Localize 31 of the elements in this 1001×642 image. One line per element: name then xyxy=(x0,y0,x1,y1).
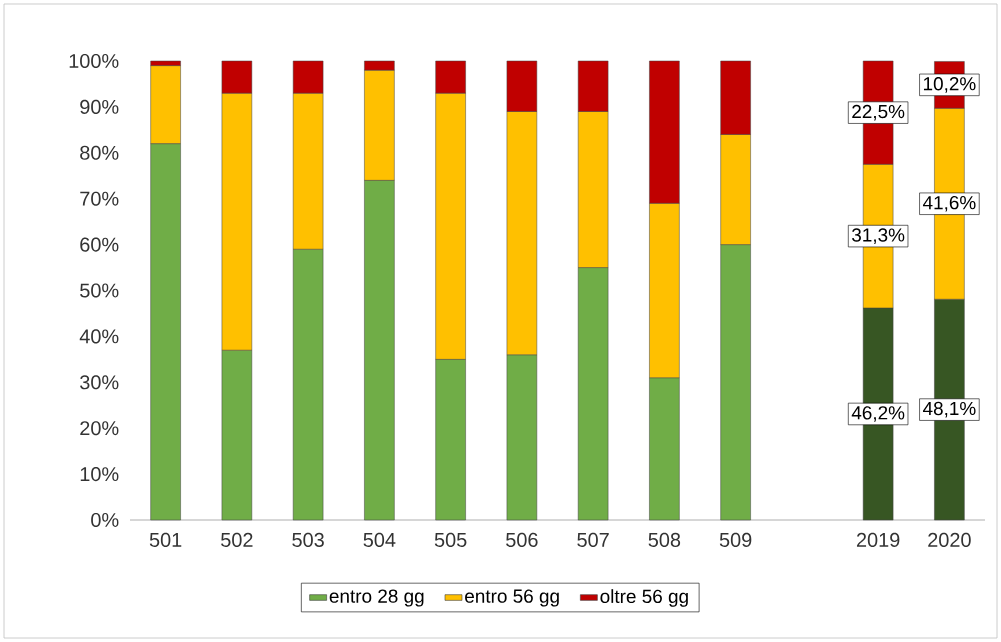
data-label: 31,3% xyxy=(852,228,905,244)
data-label: 46,2% xyxy=(851,406,905,422)
data-label: 41,6% xyxy=(922,195,976,212)
x-tick-label: 509 xyxy=(719,532,752,547)
x-tick-label: 506 xyxy=(506,532,538,547)
y-tick-label: 50% xyxy=(80,283,119,298)
y-tick-label: 10% xyxy=(80,467,119,482)
y-tick-label: 60% xyxy=(80,237,119,252)
x-tick-label: 503 xyxy=(292,532,324,547)
x-tick-label: 2019 xyxy=(856,532,900,547)
x-tick-label: 505 xyxy=(434,532,467,547)
data-label: 22,5% xyxy=(852,104,905,121)
y-tick-label: 90% xyxy=(80,99,119,114)
x-tick-label: 507 xyxy=(577,532,609,547)
y-tick-label: 30% xyxy=(80,375,119,390)
x-tick-label: 502 xyxy=(221,532,253,547)
x-tick-label: 508 xyxy=(648,532,681,547)
legend-label: oltre 56 gg xyxy=(600,589,688,607)
legend-label: entro 28 gg xyxy=(329,589,424,607)
y-tick-label: 70% xyxy=(80,191,119,206)
y-tick-label: 80% xyxy=(80,145,119,160)
y-tick-label: 20% xyxy=(80,421,119,436)
y-tick-label: 0% xyxy=(91,512,119,528)
y-tick-label: 40% xyxy=(79,329,119,344)
x-tick-label: 501 xyxy=(149,532,182,547)
x-tick-label: 2020 xyxy=(928,532,971,547)
data-label: 10,2% xyxy=(923,77,976,93)
x-tick-label: 504 xyxy=(363,532,396,547)
data-label: 48,1% xyxy=(922,401,976,418)
y-tick-label: 100% xyxy=(69,53,119,69)
legend-label: entro 56 gg xyxy=(465,589,559,607)
